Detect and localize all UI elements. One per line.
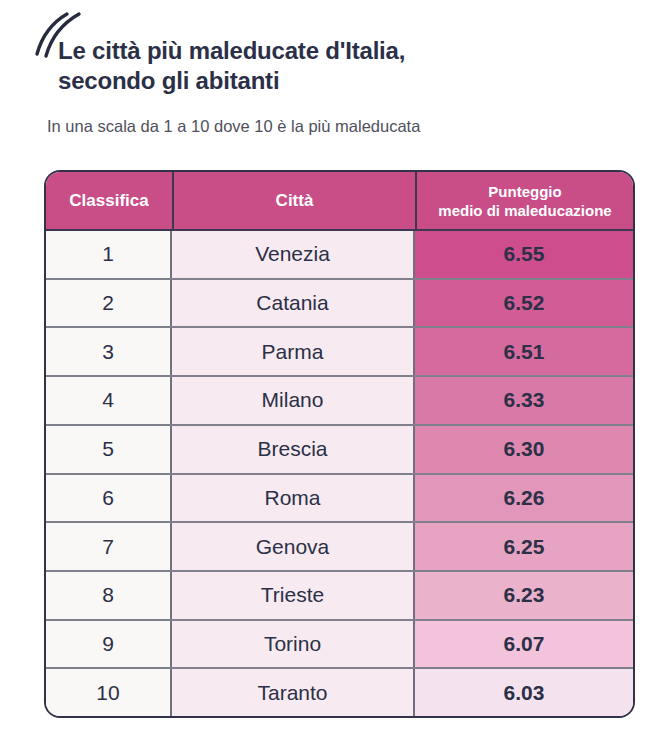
score-cell: 6.03 <box>415 669 633 716</box>
ranking-table: Classifica Città Punteggio medio di male… <box>44 170 635 718</box>
score-cell: 6.51 <box>415 328 633 375</box>
header-cell-punteggio: Punteggio medio di maleducazione <box>415 172 633 229</box>
table-row: 9 Torino 6.07 <box>46 619 633 668</box>
score-cell: 6.52 <box>415 280 633 327</box>
rank-cell: 8 <box>46 572 172 619</box>
city-cell: Genova <box>172 523 415 570</box>
header-cell-classifica: Classifica <box>46 172 172 229</box>
city-cell: Parma <box>172 328 415 375</box>
rank-cell: 6 <box>46 475 172 522</box>
rank-cell: 4 <box>46 377 172 424</box>
city-cell: Trieste <box>172 572 415 619</box>
score-cell: 6.33 <box>415 377 633 424</box>
punteggio-line-2: medio di maleducazione <box>438 201 611 220</box>
city-cell: Torino <box>172 621 415 668</box>
punteggio-line-1: Punteggio <box>488 182 561 201</box>
rank-cell: 3 <box>46 328 172 375</box>
rank-cell: 10 <box>46 669 172 716</box>
header-cell-citta: Città <box>172 172 415 229</box>
city-cell: Milano <box>172 377 415 424</box>
city-cell: Venezia <box>172 231 415 278</box>
city-cell: Roma <box>172 475 415 522</box>
table-row: 6 Roma 6.26 <box>46 473 633 522</box>
score-cell: 6.07 <box>415 621 633 668</box>
city-cell: Catania <box>172 280 415 327</box>
table-row: 3 Parma 6.51 <box>46 326 633 375</box>
page-subtitle: In una scala da 1 a 10 dove 10 è la più … <box>47 117 420 136</box>
rank-cell: 5 <box>46 426 172 473</box>
score-cell: 6.30 <box>415 426 633 473</box>
title-line-1: Le città più maleducate d'Italia, <box>58 36 405 66</box>
infographic: Le città più maleducate d'Italia, second… <box>0 0 666 739</box>
table-row: 1 Venezia 6.55 <box>46 231 633 278</box>
table-row: 7 Genova 6.25 <box>46 521 633 570</box>
city-cell: Brescia <box>172 426 415 473</box>
rank-cell: 7 <box>46 523 172 570</box>
table-row: 8 Trieste 6.23 <box>46 570 633 619</box>
score-cell: 6.55 <box>415 231 633 278</box>
title-line-2: secondo gli abitanti <box>58 66 405 96</box>
score-cell: 6.23 <box>415 572 633 619</box>
score-cell: 6.26 <box>415 475 633 522</box>
page-title: Le città più maleducate d'Italia, second… <box>58 36 405 96</box>
score-cell: 6.25 <box>415 523 633 570</box>
rank-cell: 9 <box>46 621 172 668</box>
table-header-row: Classifica Città Punteggio medio di male… <box>46 172 633 231</box>
rank-cell: 2 <box>46 280 172 327</box>
table-row: 2 Catania 6.52 <box>46 278 633 327</box>
rank-cell: 1 <box>46 231 172 278</box>
table-row: 5 Brescia 6.30 <box>46 424 633 473</box>
table-body: 1 Venezia 6.55 2 Catania 6.52 3 Parma 6.… <box>46 231 633 716</box>
table-row: 4 Milano 6.33 <box>46 375 633 424</box>
table-row: 10 Taranto 6.03 <box>46 667 633 716</box>
city-cell: Taranto <box>172 669 415 716</box>
